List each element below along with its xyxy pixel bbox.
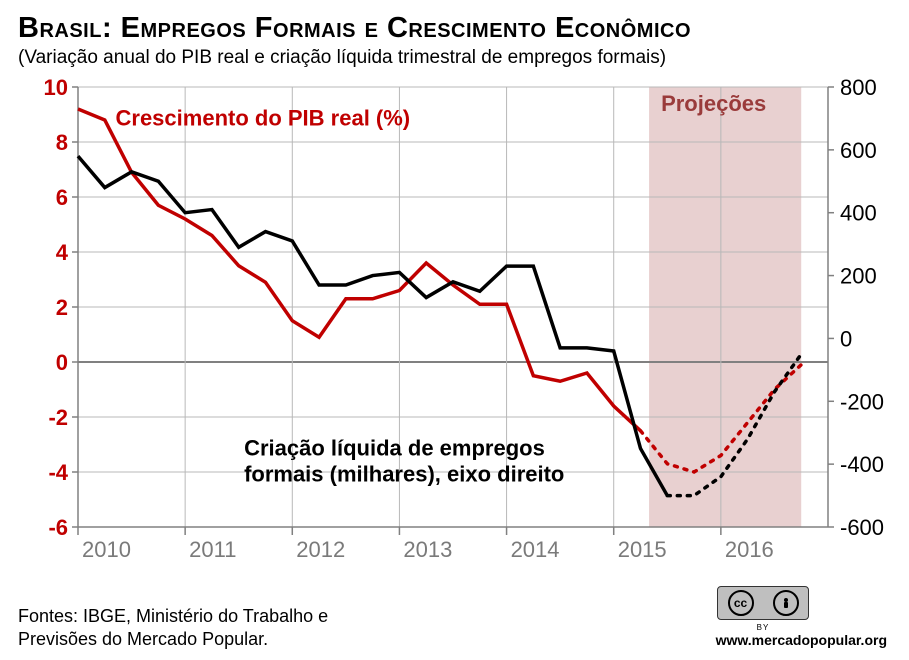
cc-license-badge: cc [717,586,809,620]
y-left-tick-label: 0 [56,350,68,375]
y-left-tick-label: -4 [48,460,68,485]
x-tick-label: 2014 [511,537,560,562]
x-tick-label: 2012 [296,537,345,562]
series-pib-solid [78,109,641,431]
series-empregos-label-1: Criação líquida de empregos [244,436,545,461]
x-tick-label: 2016 [725,537,774,562]
chart-container: 2010 2011 2012 2013 2014 2015 2016 -6 -4 -2 0 2 4 6 8 1… [18,77,891,567]
series-pib-label: Crescimento do PIB real (%) [116,106,411,131]
x-tick-label: 2013 [403,537,452,562]
site-url: www.mercadopopular.org [716,632,887,648]
y-right-tick-label: 200 [840,264,877,289]
y-right-tick-label: 0 [840,326,852,351]
footer-sources: Fontes: IBGE, Ministério do Trabalho e P… [18,605,328,650]
chart-title: Brasil: Empregos Formais e Crescimento E… [18,12,891,45]
chart-subtitle: (Variação anual do PIB real e criação lí… [18,47,891,69]
y-left-tick-label: 2 [56,295,68,320]
y-left-tick-label: 10 [44,77,68,100]
footer-line1: Fontes: IBGE, Ministério do Trabalho e [18,605,328,628]
y-right-tick-label: -400 [840,452,884,477]
y-right-tick-label: 600 [840,138,877,163]
y-right-tick-label: 800 [840,77,877,100]
x-tick-label: 2010 [82,537,131,562]
cc-icon: cc [728,590,754,616]
attribution-icon [773,590,799,616]
chart-svg: 2010 2011 2012 2013 2014 2015 2016 -6 -4 -2 0 2 4 6 8 1… [18,77,891,567]
y-left-tick-label: 6 [56,185,68,210]
y-left-tick-label: 4 [56,240,69,265]
y-right-tick-label: -200 [840,389,884,414]
page-root: Brasil: Empregos Formais e Crescimento E… [0,0,909,660]
series-empregos-label-2: formais (milhares), eixo direito [244,462,564,487]
y-left-tick-label: -6 [48,515,68,540]
y-left-tick-label: 8 [56,130,68,155]
projection-label: Projeções [661,91,766,116]
x-tick-label: 2015 [618,537,667,562]
y-right-tick-label: 400 [840,201,877,226]
footer-line2: Previsões do Mercado Popular. [18,628,328,651]
y-left-tick-label: -2 [48,405,68,430]
cc-by-label: BY [717,623,809,632]
x-tick-label: 2011 [189,537,236,562]
y-right-tick-label: -600 [840,515,884,540]
